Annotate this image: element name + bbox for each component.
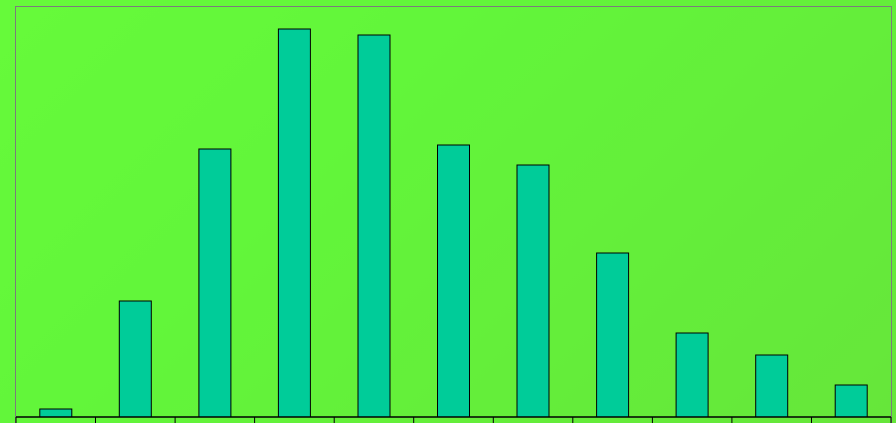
x-axis: [15, 416, 892, 423]
bar-4: [277, 28, 311, 418]
bar-7: [516, 164, 550, 418]
bar-2: [118, 300, 152, 418]
bars-group: [39, 28, 868, 418]
bar-1: [39, 408, 73, 418]
plot-frame: [15, 6, 892, 423]
bar-8: [596, 252, 630, 418]
bar-9: [675, 332, 709, 418]
bar-6: [437, 144, 470, 418]
bar-3: [198, 148, 232, 418]
bar-11: [834, 384, 868, 418]
bar-5: [357, 34, 391, 418]
bar-10: [755, 354, 789, 418]
